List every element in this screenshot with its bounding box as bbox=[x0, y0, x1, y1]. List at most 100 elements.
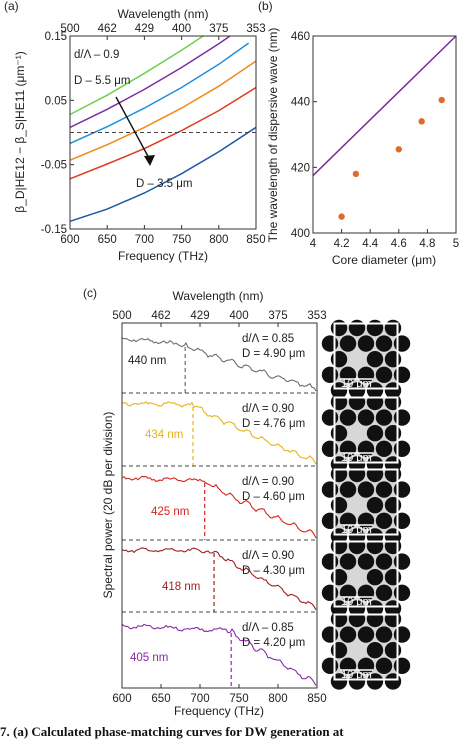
air-hole bbox=[393, 657, 411, 674]
c-spectrum-5 bbox=[121, 623, 317, 686]
b-xtick-label: 4 bbox=[310, 238, 317, 250]
air-hole bbox=[339, 335, 357, 352]
air-hole bbox=[393, 335, 411, 352]
air-hole bbox=[339, 409, 357, 426]
air-hole bbox=[384, 537, 402, 555]
c-diameter-label: D = 4.20 μm bbox=[242, 637, 305, 649]
air-hole bbox=[321, 481, 339, 498]
air-hole bbox=[375, 409, 393, 426]
b-xtick-label: 4.6 bbox=[391, 238, 407, 250]
air-hole bbox=[366, 673, 384, 690]
air-hole bbox=[384, 465, 402, 483]
scale-bar-label: 10 μm bbox=[341, 669, 372, 681]
panel-b-tag: (b) bbox=[258, 0, 273, 13]
air-hole bbox=[339, 553, 357, 570]
c-dlambda-label: d/Λ = 0.90 bbox=[242, 403, 294, 415]
air-hole bbox=[330, 393, 348, 411]
c-top-tick-label: 353 bbox=[307, 310, 326, 322]
air-hole bbox=[357, 553, 375, 570]
c-micrograph-4: 10 μm bbox=[321, 537, 411, 617]
a-annotation-dlambda: d/Λ – 0.9 bbox=[74, 49, 119, 61]
air-hole bbox=[366, 465, 384, 483]
air-hole bbox=[366, 497, 384, 514]
air-hole bbox=[330, 425, 348, 442]
b-xtick-label: 5 bbox=[453, 238, 459, 250]
air-hole bbox=[366, 569, 384, 586]
c-ticks: 600 650 700 750 800 850 500 462 429 400 375 353 bbox=[112, 310, 326, 705]
air-hole bbox=[393, 553, 411, 570]
c-diameter-label: D – 4.60 μm bbox=[242, 491, 305, 503]
a-top-tick-label: 400 bbox=[172, 23, 191, 35]
a-xtick-label: 650 bbox=[98, 234, 117, 246]
a-series-lines bbox=[69, 35, 257, 223]
c-spectrum-4 bbox=[121, 547, 317, 611]
b-fit-line bbox=[312, 35, 457, 177]
a-ytick-label: 0.05 bbox=[45, 95, 67, 107]
air-hole bbox=[357, 335, 375, 352]
air-hole bbox=[393, 584, 411, 601]
a-annotation-d-bottom: D – 3.5 μm bbox=[136, 178, 192, 190]
air-hole bbox=[357, 481, 375, 498]
c-micrograph-3: 10 μm bbox=[321, 465, 411, 545]
a-top-tick-label: 500 bbox=[60, 23, 79, 35]
panel-b: (b) 4 4.2 4.4 4.6 4.8 5 400 420 440 460 Core diam… bbox=[258, 0, 459, 267]
air-hole bbox=[375, 626, 393, 643]
panel-a-tag: (a) bbox=[4, 0, 19, 13]
air-hole bbox=[321, 440, 339, 457]
b-xtick-label: 4.4 bbox=[362, 238, 379, 250]
c-diameter-label: D – 4.30 μm bbox=[242, 565, 305, 577]
a-top-tick-label: 353 bbox=[246, 23, 265, 35]
micrograph-mask bbox=[333, 396, 399, 464]
air-hole bbox=[348, 393, 366, 411]
a-annotation-d-top: D – 5.5 μm bbox=[74, 75, 130, 87]
air-hole bbox=[321, 553, 339, 570]
a-series-line-1 bbox=[69, 35, 204, 116]
air-hole bbox=[366, 642, 384, 659]
air-hole bbox=[393, 512, 411, 529]
a-top-tick-label: 429 bbox=[135, 23, 154, 35]
b-ytick-label: 440 bbox=[291, 97, 310, 109]
air-hole bbox=[375, 657, 393, 674]
a-series-line-2 bbox=[69, 35, 231, 129]
air-hole bbox=[339, 481, 357, 498]
air-hole bbox=[375, 440, 393, 457]
micrograph-mask bbox=[333, 468, 399, 536]
air-hole bbox=[330, 351, 348, 368]
c-spectra: 440 nm d/Λ = 0.85 D = 4.90 μm 434 nm d/Λ = 0… bbox=[121, 333, 317, 688]
c-peak-label: 418 nm bbox=[162, 581, 200, 593]
b-ticks: 4 4.2 4.4 4.6 4.8 5 400 420 440 460 bbox=[291, 31, 459, 250]
b-data-point bbox=[352, 170, 360, 178]
a-xlabel: Frequency (THz) bbox=[118, 249, 208, 263]
a-ytick-label: -0.15 bbox=[41, 224, 67, 236]
a-xtick-label: 850 bbox=[246, 234, 265, 246]
c-top-tick-label: 462 bbox=[151, 310, 170, 322]
a-series-line-5 bbox=[69, 86, 257, 180]
a-top-xlabel: Wavelength (nm) bbox=[118, 7, 209, 21]
c-xtick-label: 700 bbox=[190, 693, 209, 705]
a-top-tick-label: 375 bbox=[209, 23, 228, 35]
micrograph-mask bbox=[333, 322, 399, 390]
c-top-tick-label: 429 bbox=[190, 310, 209, 322]
air-hole bbox=[384, 673, 402, 690]
a-xtick-label: 750 bbox=[172, 234, 191, 246]
air-hole bbox=[321, 584, 339, 601]
c-xtick-label: 600 bbox=[112, 693, 131, 705]
b-plot-frame bbox=[312, 35, 457, 234]
a-xtick-label: 600 bbox=[60, 234, 79, 246]
c-micrograph-5: 10 μm bbox=[321, 610, 411, 690]
a-series-line-6 bbox=[69, 126, 257, 223]
air-hole bbox=[366, 610, 384, 628]
air-hole bbox=[393, 626, 411, 643]
air-hole bbox=[393, 366, 411, 383]
air-hole bbox=[321, 626, 339, 643]
c-diameter-label: D = 4.76 μm bbox=[242, 418, 305, 430]
air-hole bbox=[375, 553, 393, 570]
micrograph-mask bbox=[333, 613, 399, 681]
a-ytick-label: -0.05 bbox=[41, 160, 67, 172]
b-marks bbox=[312, 35, 457, 220]
micrograph-mask bbox=[333, 540, 399, 608]
air-hole bbox=[366, 319, 384, 337]
c-spectrum-2 bbox=[121, 401, 317, 465]
a-top-tick-label: 462 bbox=[98, 23, 117, 35]
